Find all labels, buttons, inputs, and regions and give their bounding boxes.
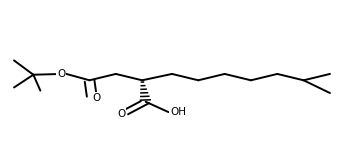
Text: O: O [57,69,66,79]
Text: O: O [117,109,125,119]
Text: OH: OH [170,107,186,117]
Text: O: O [92,93,100,103]
